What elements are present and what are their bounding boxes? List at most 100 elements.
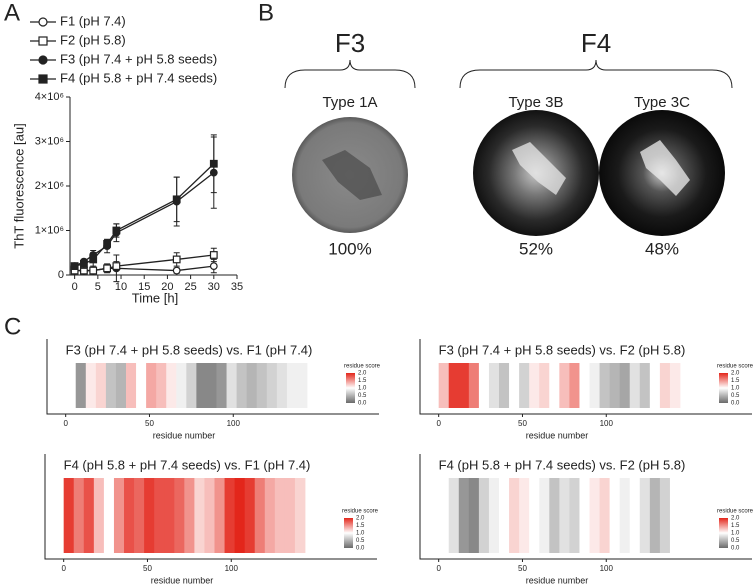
x-tick-label: 100 <box>227 419 241 428</box>
frame <box>46 339 379 415</box>
heat-cell <box>124 478 135 553</box>
heat-cell <box>136 363 147 408</box>
colorbar-tick-label: 1.5 <box>731 378 740 384</box>
frame <box>44 454 377 560</box>
y-tick-label: 2×10⁶ <box>35 180 64 192</box>
heat-cell <box>194 478 205 553</box>
heat-cell <box>103 478 115 553</box>
heatmap-title: F4 (pH 5.8 + pH 7.4 seeds) vs. F2 (pH 5.… <box>439 457 686 472</box>
legend-marker <box>38 36 48 46</box>
heat-cell <box>629 478 641 553</box>
heat-cell <box>478 363 490 408</box>
heat-cell <box>226 363 238 408</box>
x-tick-label: 100 <box>600 419 614 428</box>
marker <box>112 226 121 235</box>
colorbar-tick-label: 0.0 <box>358 401 367 407</box>
heat-cell <box>234 478 246 553</box>
heat-cell <box>509 363 520 408</box>
colorbar-title: residue score <box>717 364 754 370</box>
heat-cell <box>236 363 248 408</box>
x-axis-label: Time [h] <box>132 290 178 305</box>
marker <box>103 264 112 273</box>
marker <box>112 262 121 270</box>
x-axis-label: residue number <box>151 575 214 584</box>
colorbar-tick-label: 1.0 <box>731 386 740 392</box>
heat-cell <box>609 478 621 553</box>
x-tick-label: 0 <box>61 564 66 573</box>
heat-cell <box>669 478 681 553</box>
y-tick-label: 0 <box>58 269 64 281</box>
colorbar-tick-label: 2.0 <box>731 371 740 377</box>
x-tick-label: 35 <box>231 281 243 293</box>
heat-cell <box>639 363 651 408</box>
heat-cell <box>549 478 560 553</box>
x-tick-label: 50 <box>145 419 154 428</box>
heat-cell <box>186 363 197 408</box>
heat-cell <box>599 478 611 553</box>
density <box>640 140 690 196</box>
heat-cell <box>274 478 286 553</box>
colorbar-tick-label: 1.0 <box>731 531 740 537</box>
legend-marker <box>38 55 48 65</box>
colorbar-tick-label: 1.5 <box>358 378 367 384</box>
heat-cell <box>256 363 268 408</box>
heat-cell <box>105 363 117 408</box>
heat-cell <box>549 363 560 408</box>
y-tick-label: 4×10⁶ <box>35 91 64 103</box>
marker <box>172 266 181 275</box>
x-tick-label: 100 <box>225 564 239 573</box>
frame <box>419 454 752 560</box>
heat-cell <box>619 478 631 553</box>
x-tick-label: 0 <box>63 419 68 428</box>
y-axis-label: ThT fluorescence [au] <box>11 123 26 249</box>
heat-cell <box>468 363 480 408</box>
class-label: Type 3C <box>634 94 690 111</box>
class-share: 48% <box>645 239 679 258</box>
legend-label: F1 (pH 7.4) <box>60 13 126 28</box>
marker <box>209 251 218 259</box>
heat-cell <box>164 478 175 553</box>
colorbar-tick-label: 2.0 <box>358 371 367 377</box>
legend-marker <box>38 17 48 27</box>
heat-cell <box>246 363 258 408</box>
marker <box>172 255 181 264</box>
heat-cell <box>296 363 308 408</box>
heat-cell <box>438 478 450 553</box>
x-tick-label: 0 <box>436 564 441 573</box>
heat-cell <box>599 363 611 408</box>
colorbar-title: residue score <box>342 509 379 515</box>
legend-marker <box>38 74 48 84</box>
heat-cell <box>254 478 266 553</box>
colorbar-tick-label: 0.0 <box>731 401 740 407</box>
heat-cell <box>619 363 631 408</box>
heat-cell <box>85 363 97 408</box>
marker <box>70 262 79 270</box>
colorbar-tick-label: 0.5 <box>356 538 365 544</box>
density <box>512 142 566 195</box>
heat-cell <box>519 363 530 408</box>
heat-cell <box>669 363 681 408</box>
colorbar-tick-label: 0.5 <box>731 393 740 399</box>
y-tick-label: 1×10⁶ <box>35 224 64 236</box>
heat-cell <box>639 478 651 553</box>
heat-cell <box>438 363 450 408</box>
marker <box>209 159 218 168</box>
heat-cell <box>499 478 510 553</box>
heat-cell <box>286 363 298 408</box>
marker <box>80 259 88 268</box>
heat-cell <box>294 478 306 553</box>
marker <box>89 255 98 264</box>
colorbar <box>344 518 353 548</box>
heat-cell <box>539 363 550 408</box>
heat-cell <box>539 478 550 553</box>
x-axis-label: residue number <box>526 575 589 584</box>
x-tick-label: 5 <box>95 281 101 293</box>
heat-cell <box>174 478 185 553</box>
brace <box>459 59 733 89</box>
heat-cell <box>659 363 671 408</box>
heat-cell <box>559 363 570 408</box>
x-tick-label: 100 <box>600 564 614 573</box>
colorbar-title: residue score <box>344 364 381 370</box>
heat-cell <box>649 363 661 408</box>
